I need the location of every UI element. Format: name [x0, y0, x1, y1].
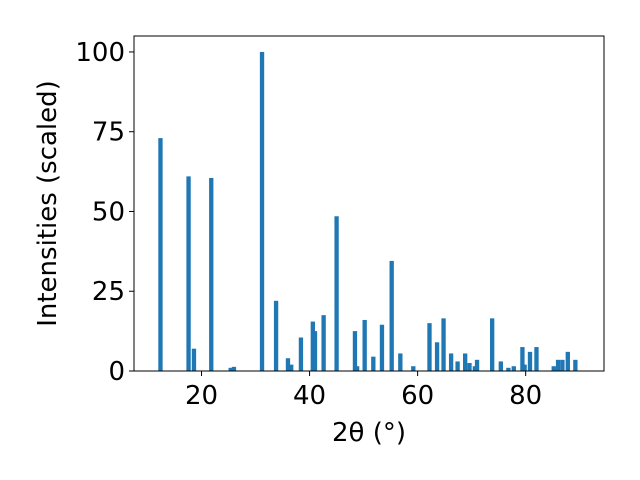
bar [389, 260, 394, 371]
y-tick-label: 50 [92, 197, 125, 227]
bar [158, 138, 163, 371]
bar [285, 358, 291, 371]
y-tick-label: 100 [75, 38, 125, 68]
bar [467, 363, 472, 371]
bar [228, 367, 233, 371]
bar [511, 366, 516, 371]
bar [186, 176, 191, 371]
bar [321, 315, 326, 371]
x-ticks-group: 20 40 60 80 [185, 371, 542, 411]
bar [472, 366, 478, 371]
y-tick-label: 0 [108, 357, 125, 387]
x-tick-label: 60 [401, 381, 434, 411]
bar [352, 331, 358, 371]
bar [490, 318, 495, 371]
bar [555, 359, 561, 371]
bar [334, 216, 339, 371]
bar [312, 331, 318, 371]
bar [474, 359, 480, 371]
bar [560, 359, 565, 371]
bar [427, 323, 432, 371]
bar [520, 347, 525, 371]
x-tick-label: 80 [509, 381, 542, 411]
bar [259, 51, 265, 371]
bar [455, 361, 460, 371]
bar [441, 318, 446, 371]
bar [362, 319, 367, 371]
bar [191, 348, 197, 371]
y-tick-label: 75 [92, 118, 125, 148]
bar [534, 347, 539, 371]
y-tick-label: 25 [92, 277, 125, 307]
bar [289, 364, 294, 371]
bar [411, 366, 416, 371]
bar [273, 300, 279, 371]
bar [551, 366, 556, 371]
bar [527, 351, 533, 371]
bar [398, 353, 403, 371]
bar [379, 324, 385, 371]
bar [573, 359, 578, 371]
bar [434, 342, 440, 371]
x-tick-label: 40 [293, 381, 326, 411]
y-axis-label: Intensities (scaled) [33, 80, 63, 327]
bar [463, 353, 468, 371]
bar [354, 366, 360, 371]
x-tick-label: 20 [185, 381, 218, 411]
bar [371, 356, 376, 371]
bar [522, 364, 527, 371]
bars-group [158, 51, 578, 371]
bar [298, 337, 304, 371]
x-axis-label: 2θ (°) [332, 418, 406, 448]
bar [448, 353, 454, 371]
bar [231, 366, 237, 371]
bar [209, 177, 214, 371]
bar [498, 361, 503, 371]
bar [506, 367, 511, 371]
plot-frame [133, 35, 605, 372]
bar [565, 351, 570, 371]
y-ticks-group: 0 25 50 75 100 [75, 38, 134, 387]
